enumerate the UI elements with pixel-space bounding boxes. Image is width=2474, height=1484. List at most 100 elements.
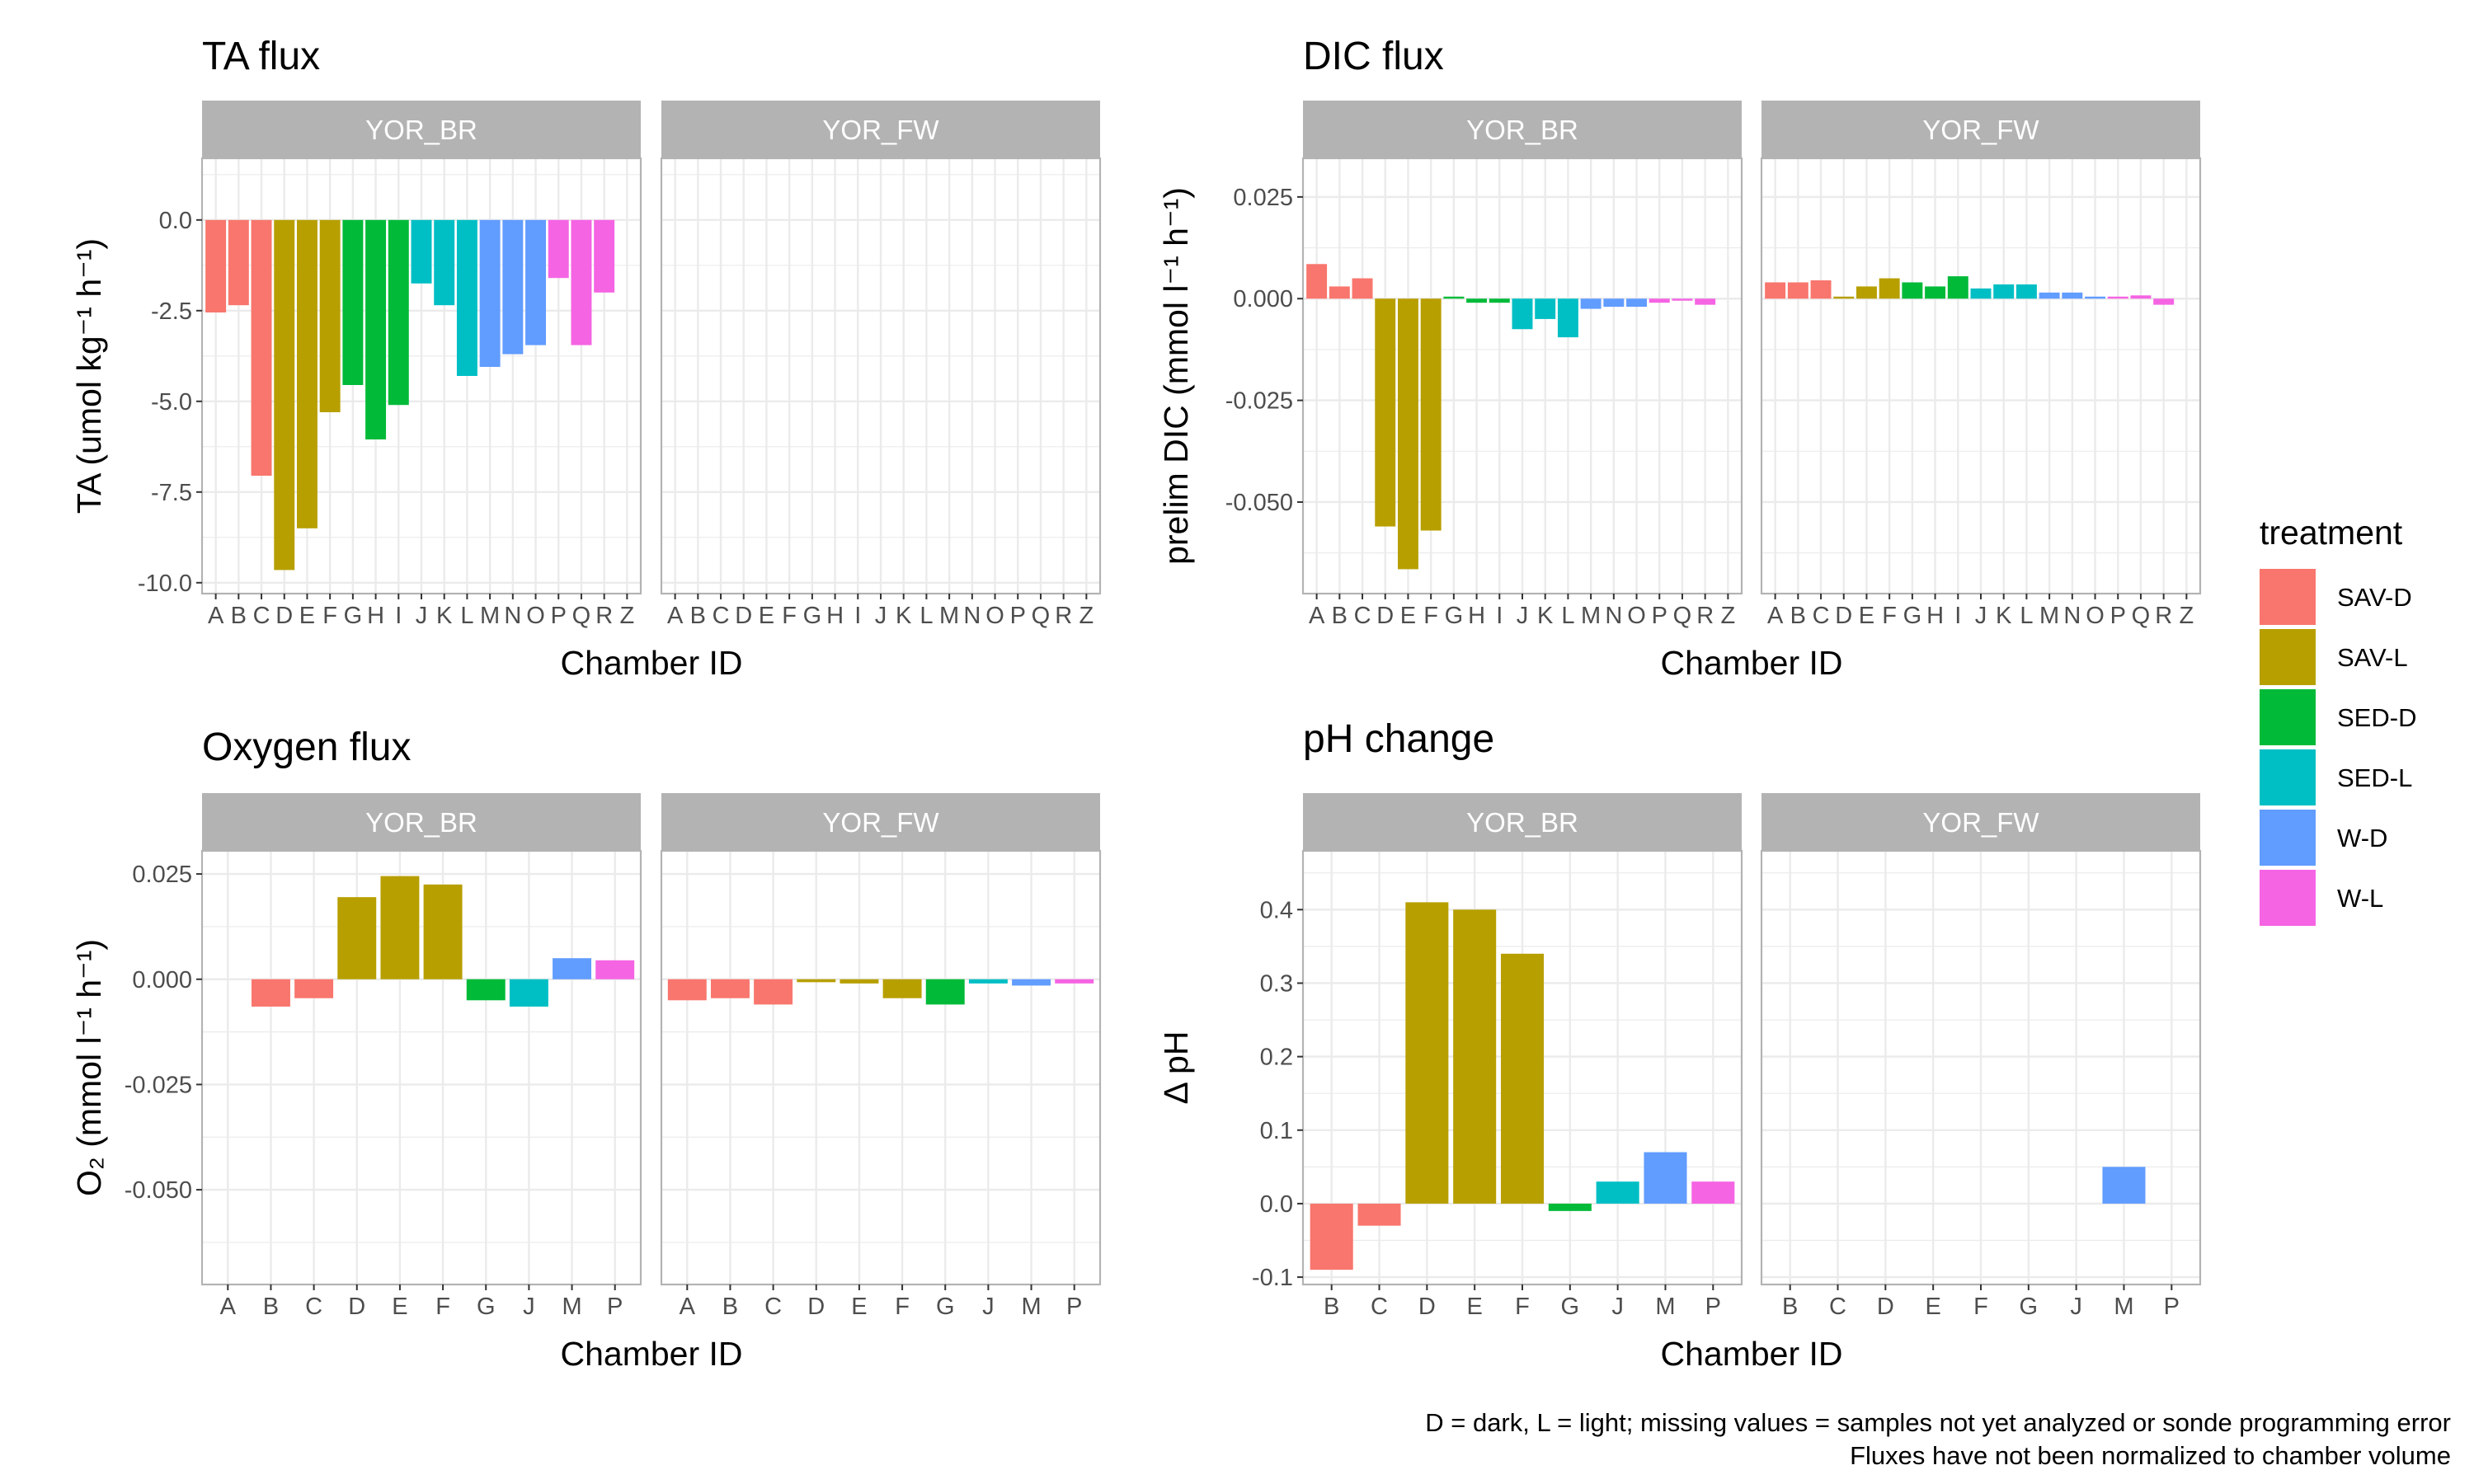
x-tick-label: E <box>1926 1294 1941 1320</box>
bar-yor-br-m <box>479 219 501 367</box>
bar-yor-fw-a <box>1765 282 1786 299</box>
x-tick-label: O <box>2086 603 2105 629</box>
x-tick-label: I <box>1496 603 1503 629</box>
gridlines <box>1303 851 1742 1284</box>
y-tick-label: 0.2 <box>1260 1045 1293 1071</box>
facet-label: YOR_FW <box>1922 807 2039 838</box>
x-tick-label: D <box>735 603 752 629</box>
x-tick-label: D <box>348 1294 365 1320</box>
bar-yor-fw-j <box>968 979 1008 984</box>
bar-yor-br-l <box>456 219 477 376</box>
bar-yor-fw-q <box>2130 295 2152 299</box>
y-tick-label: 0.000 <box>1233 286 1293 312</box>
facet-yor-br: YOR_BR A B C D E F G H I J K L M N O P Q R Z 0.0 -2.5 -5.0 -7.5… <box>138 101 642 629</box>
bar-yor-fw-i <box>1947 276 1968 299</box>
bar-yor-br-p <box>1691 1181 1735 1204</box>
x-axis-title: Chamber ID <box>560 1335 742 1373</box>
x-tick-label: C <box>253 603 270 629</box>
x-tick-label: E <box>1400 603 1416 629</box>
y-tick-label: 0.0 <box>1260 1191 1293 1218</box>
bar-yor-br-j <box>509 979 548 1007</box>
x-tick-label: L <box>460 603 473 629</box>
x-tick-label: M <box>2039 603 2059 629</box>
bar-yor-fw-d <box>797 979 836 983</box>
x-tick-label: J <box>2070 1294 2082 1320</box>
facet-strip <box>1303 793 1742 851</box>
bar-yor-fw-g <box>1902 282 1923 299</box>
bar-yor-br-d <box>337 897 377 979</box>
bars <box>667 979 1094 1005</box>
bar-yor-fw-m <box>2102 1167 2146 1204</box>
x-tick-label: E <box>759 603 774 629</box>
facet-yor-br: YOR_BR A B C D E F G H I J K L M N O P Q R Z 0.025 0.000 -0.02… <box>1225 101 1743 629</box>
bar-yor-fw-e <box>1856 286 1877 299</box>
bar-yor-br-k <box>434 219 455 306</box>
bar-yor-br-e <box>296 219 317 528</box>
bar-yor-fw-f <box>1879 278 1900 299</box>
bar-yor-br-e <box>380 876 420 979</box>
bar-yor-br-g <box>1443 296 1465 299</box>
y-tick-label: -0.050 <box>1225 490 1293 516</box>
x-tick-label: K <box>436 603 453 629</box>
x-tick-label: A <box>1767 603 1784 629</box>
facet-label: YOR_FW <box>1922 115 2039 145</box>
x-tick-label: M <box>1655 1294 1675 1320</box>
x-tick-label: R <box>1055 603 1072 629</box>
x-tick-label: R <box>595 603 613 629</box>
bar-yor-br-l <box>1557 298 1578 338</box>
bar-yor-fw-g <box>925 979 965 1005</box>
bar-yor-br-f <box>423 884 463 979</box>
bar-yor-fw-n <box>2062 292 2083 299</box>
bar-yor-br-c <box>1352 278 1373 299</box>
facet-yor-fw: YOR_FW B C D E F G J M P <box>1760 793 2202 1320</box>
bar-yor-br-m <box>553 958 592 979</box>
bar-yor-br-m <box>1580 298 1602 309</box>
bar-yor-br-o <box>1626 298 1648 308</box>
bar-yor-fw-p <box>1055 979 1094 984</box>
legend-swatch-w-l <box>2260 870 2316 926</box>
gridlines <box>1761 851 2200 1284</box>
x-axis-title: Chamber ID <box>1660 1335 1842 1373</box>
bar-yor-br-h <box>1466 298 1488 303</box>
x-tick-label: A <box>1309 603 1325 629</box>
x-tick-label: J <box>1517 603 1529 629</box>
x-tick-label: E <box>1859 603 1874 629</box>
bar-yor-fw-m <box>2039 292 2060 299</box>
bar-yor-br-d <box>1375 298 1396 527</box>
bar-yor-br-k <box>1535 298 1556 319</box>
caption-line-2: Fluxes have not been normalized to chamb… <box>1850 1441 2451 1470</box>
x-tick-label: P <box>551 603 567 629</box>
bars <box>205 219 615 571</box>
bars <box>1765 276 2175 305</box>
bar-yor-br-g <box>1548 1203 1592 1211</box>
chart-title: pH change <box>1303 717 1494 761</box>
bar-yor-br-b <box>1329 286 1350 299</box>
y-tick-label: -7.5 <box>151 480 192 506</box>
caption-line-1: D = dark, L = light; missing values = sa… <box>1425 1408 2451 1437</box>
x-tick-label: B <box>722 1294 738 1320</box>
x-tick-label: Z <box>1721 603 1736 629</box>
x-tick-label: B <box>690 603 706 629</box>
x-tick-label: N <box>963 603 981 629</box>
legend-label-sed-d: SED-D <box>2337 703 2416 732</box>
x-tick-label: O <box>526 603 545 629</box>
x-tick-label: C <box>713 603 730 629</box>
bar-yor-br-p <box>1649 298 1670 303</box>
bar-yor-br-d <box>1405 902 1449 1204</box>
x-tick-label: I <box>1954 603 1961 629</box>
x-tick-label: D <box>1835 603 1852 629</box>
bars <box>2102 1167 2146 1204</box>
x-tick-label: E <box>1467 1294 1483 1320</box>
x-axis-title: Chamber ID <box>1660 644 1842 682</box>
x-tick-label: Z <box>1079 603 1094 629</box>
x-tick-label: H <box>367 603 384 629</box>
bar-yor-fw-l <box>2015 284 2037 299</box>
bar-yor-br-j <box>1596 1181 1639 1204</box>
y-tick-label: 0.4 <box>1260 897 1293 923</box>
x-tick-label: P <box>607 1294 623 1320</box>
x-tick-label: F <box>1515 1294 1530 1320</box>
bar-yor-br-r <box>594 219 615 293</box>
bar-yor-br-d <box>274 219 295 571</box>
